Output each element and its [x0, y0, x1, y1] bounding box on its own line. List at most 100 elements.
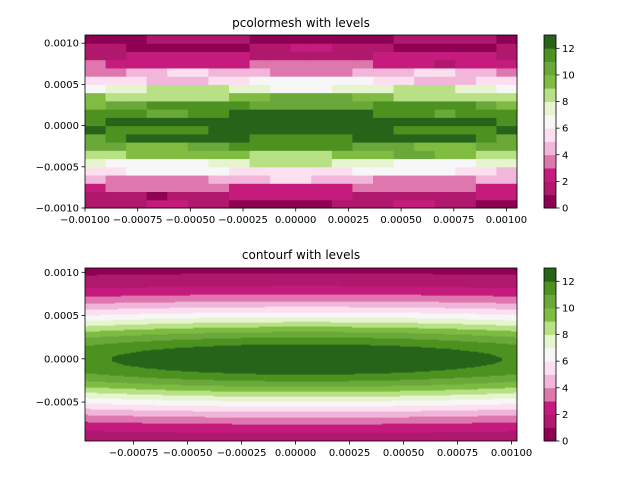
contour-band: [118, 335, 494, 337]
contour-band: [85, 332, 206, 334]
contour-band: [85, 289, 517, 291]
contour-band: [181, 384, 434, 386]
contour-band: [88, 414, 517, 416]
mesh-cell: [331, 59, 353, 69]
contour-band: [172, 339, 440, 341]
contour-band: [490, 375, 517, 377]
contour-band: [85, 423, 233, 425]
colorbar-tick-label: 8: [562, 330, 568, 341]
x-tick-label: −0.00050: [165, 215, 215, 226]
mesh-cell: [311, 51, 333, 61]
contour-band: [85, 419, 517, 421]
contour-band: [130, 365, 482, 367]
contour-band: [88, 421, 517, 423]
contour-band: [415, 371, 517, 373]
mesh-cell: [352, 67, 374, 77]
contour-band: [121, 398, 494, 400]
x-tick-label: −0.00075: [109, 448, 159, 459]
contour-band: [85, 286, 149, 288]
contour-band: [85, 333, 170, 335]
mesh-cell: [85, 166, 107, 176]
contour-band: [151, 349, 461, 351]
contour-band: [109, 374, 506, 376]
mesh-cell: [331, 199, 353, 209]
mesh-cell: [208, 183, 230, 193]
mesh-cell: [393, 59, 415, 69]
contour-band: [85, 355, 116, 357]
mesh-cell: [352, 92, 374, 102]
mesh-cell: [126, 199, 148, 209]
mesh-cell: [167, 51, 189, 61]
mesh-cell: [331, 84, 353, 94]
mesh-cell: [331, 35, 353, 44]
contour-band: [175, 431, 437, 433]
contour-band: [85, 288, 517, 290]
mesh-cell: [455, 191, 477, 201]
contour-band: [394, 405, 517, 407]
contour-band: [400, 395, 517, 397]
colorbar-tick-label: 12: [562, 44, 575, 55]
contour-band: [97, 392, 515, 394]
mesh-cell: [455, 199, 477, 209]
mesh-cell: [393, 158, 415, 168]
colorbar-segment: [544, 268, 556, 282]
contour-band: [430, 378, 517, 380]
y-tick-label: 0.0000: [44, 121, 79, 132]
contour-band: [421, 346, 517, 348]
contour-band: [85, 311, 517, 313]
mesh-cell: [208, 150, 230, 160]
mesh-cell: [270, 43, 292, 52]
x-tick-label: −0.00025: [217, 448, 267, 459]
contour-band: [487, 382, 517, 384]
contour-band: [85, 373, 98, 375]
x-tick-label: 0.00100: [486, 215, 527, 226]
mesh-cell: [496, 166, 518, 176]
contour-band: [472, 376, 517, 378]
contour-band: [85, 320, 517, 322]
mesh-cell: [229, 158, 251, 168]
mesh-cell: [105, 191, 127, 201]
mesh-cell: [146, 117, 168, 127]
mesh-cell: [311, 84, 333, 94]
mesh-cell: [373, 35, 395, 44]
contour-band: [85, 336, 101, 338]
contour-band: [271, 285, 341, 287]
mesh-cell: [270, 158, 292, 168]
contour-band: [88, 325, 517, 327]
mesh-cell: [167, 109, 189, 118]
contour-band: [85, 340, 152, 342]
contour-band: [85, 341, 134, 343]
contour-band: [409, 332, 517, 334]
mesh-cell: [167, 92, 189, 102]
mesh-cell: [85, 125, 107, 135]
contour-band: [85, 310, 517, 312]
mesh-cell: [373, 133, 395, 143]
contour-band: [85, 393, 128, 395]
contour-band: [151, 383, 464, 385]
mesh-cell: [331, 92, 353, 102]
contour-band: [85, 339, 173, 341]
contour-band: [85, 398, 122, 400]
contour-band: [85, 402, 517, 404]
mesh-cell: [496, 175, 518, 184]
mesh-cell: [475, 117, 497, 127]
mesh-cell: [311, 150, 333, 160]
contour-band: [163, 394, 452, 396]
contour-band: [505, 319, 517, 321]
mesh-cell: [311, 191, 333, 201]
mesh-cell: [455, 125, 477, 135]
mesh-cell: [496, 92, 518, 102]
mesh-cell: [187, 150, 209, 160]
contour-band: [439, 301, 517, 303]
mesh-cell: [208, 125, 230, 135]
mesh-cell: [187, 175, 209, 184]
mesh-cell: [311, 166, 333, 176]
mesh-cell: [414, 51, 436, 61]
mesh-cell: [393, 133, 415, 143]
mesh-cell: [434, 35, 456, 44]
contour-band: [451, 348, 517, 350]
mesh-cell: [373, 76, 395, 85]
mesh-cell: [496, 43, 518, 52]
contour-band: [505, 387, 517, 389]
contour-band: [85, 368, 158, 370]
